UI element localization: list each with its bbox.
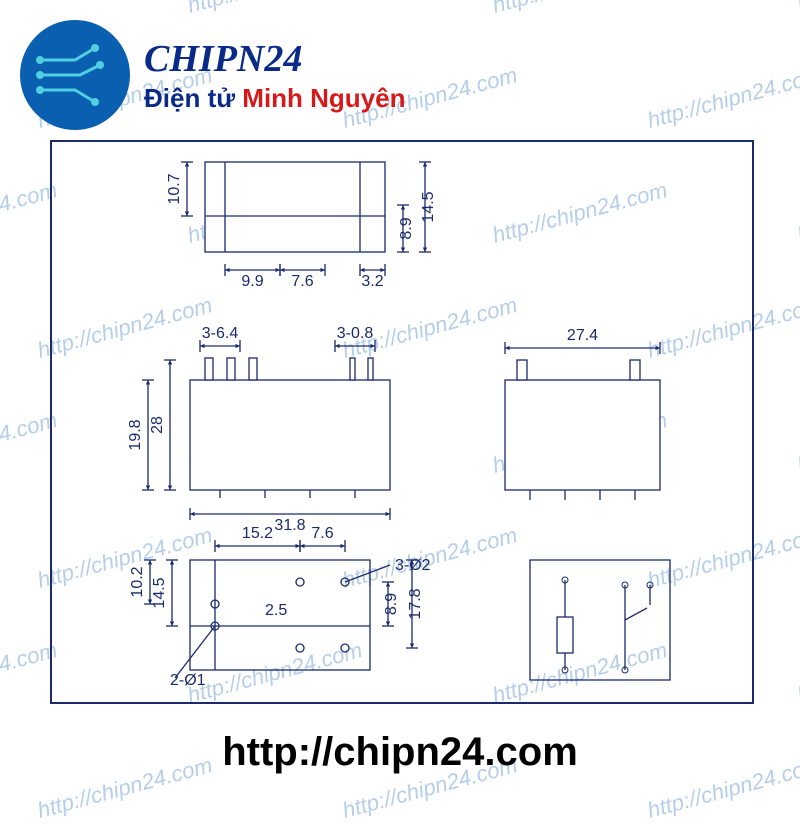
svg-text:2-Ø1: 2-Ø1 [170, 672, 206, 689]
svg-text:17.8: 17.8 [407, 588, 424, 619]
svg-text:2.5: 2.5 [265, 602, 287, 619]
brand-tagline: Điện tử Minh Nguyên [144, 83, 406, 114]
svg-text:14.5: 14.5 [420, 191, 437, 222]
svg-text:28: 28 [149, 416, 166, 434]
tagline-prefix: Điện tử [144, 83, 242, 113]
brand-name: CHIPN24 [144, 37, 406, 81]
svg-text:19.8: 19.8 [127, 419, 144, 450]
svg-text:31.8: 31.8 [274, 517, 305, 534]
svg-text:10.7: 10.7 [166, 173, 183, 204]
svg-text:3-0.8: 3-0.8 [337, 325, 374, 342]
svg-text:8.9: 8.9 [398, 217, 415, 239]
svg-text:8.9: 8.9 [383, 593, 400, 615]
footer-url: http://chipn24.com [0, 730, 800, 775]
brand-logo-circle [20, 20, 130, 130]
svg-text:7.6: 7.6 [291, 273, 313, 290]
brand-header: CHIPN24 Điện tử Minh Nguyên [20, 20, 406, 130]
pcb-trace-icon [20, 20, 130, 130]
svg-text:27.4: 27.4 [567, 327, 598, 344]
svg-text:7.6: 7.6 [311, 525, 333, 542]
svg-text:3-6.4: 3-6.4 [202, 325, 239, 342]
svg-text:15.2: 15.2 [242, 525, 273, 542]
svg-text:10.2: 10.2 [129, 566, 146, 597]
svg-text:9.9: 9.9 [241, 273, 263, 290]
svg-text:3-Ø2: 3-Ø2 [395, 557, 431, 574]
brand-text-block: CHIPN24 Điện tử Minh Nguyên [144, 37, 406, 114]
svg-text:3.2: 3.2 [361, 273, 383, 290]
tagline-emphasis: Minh Nguyên [242, 83, 405, 113]
